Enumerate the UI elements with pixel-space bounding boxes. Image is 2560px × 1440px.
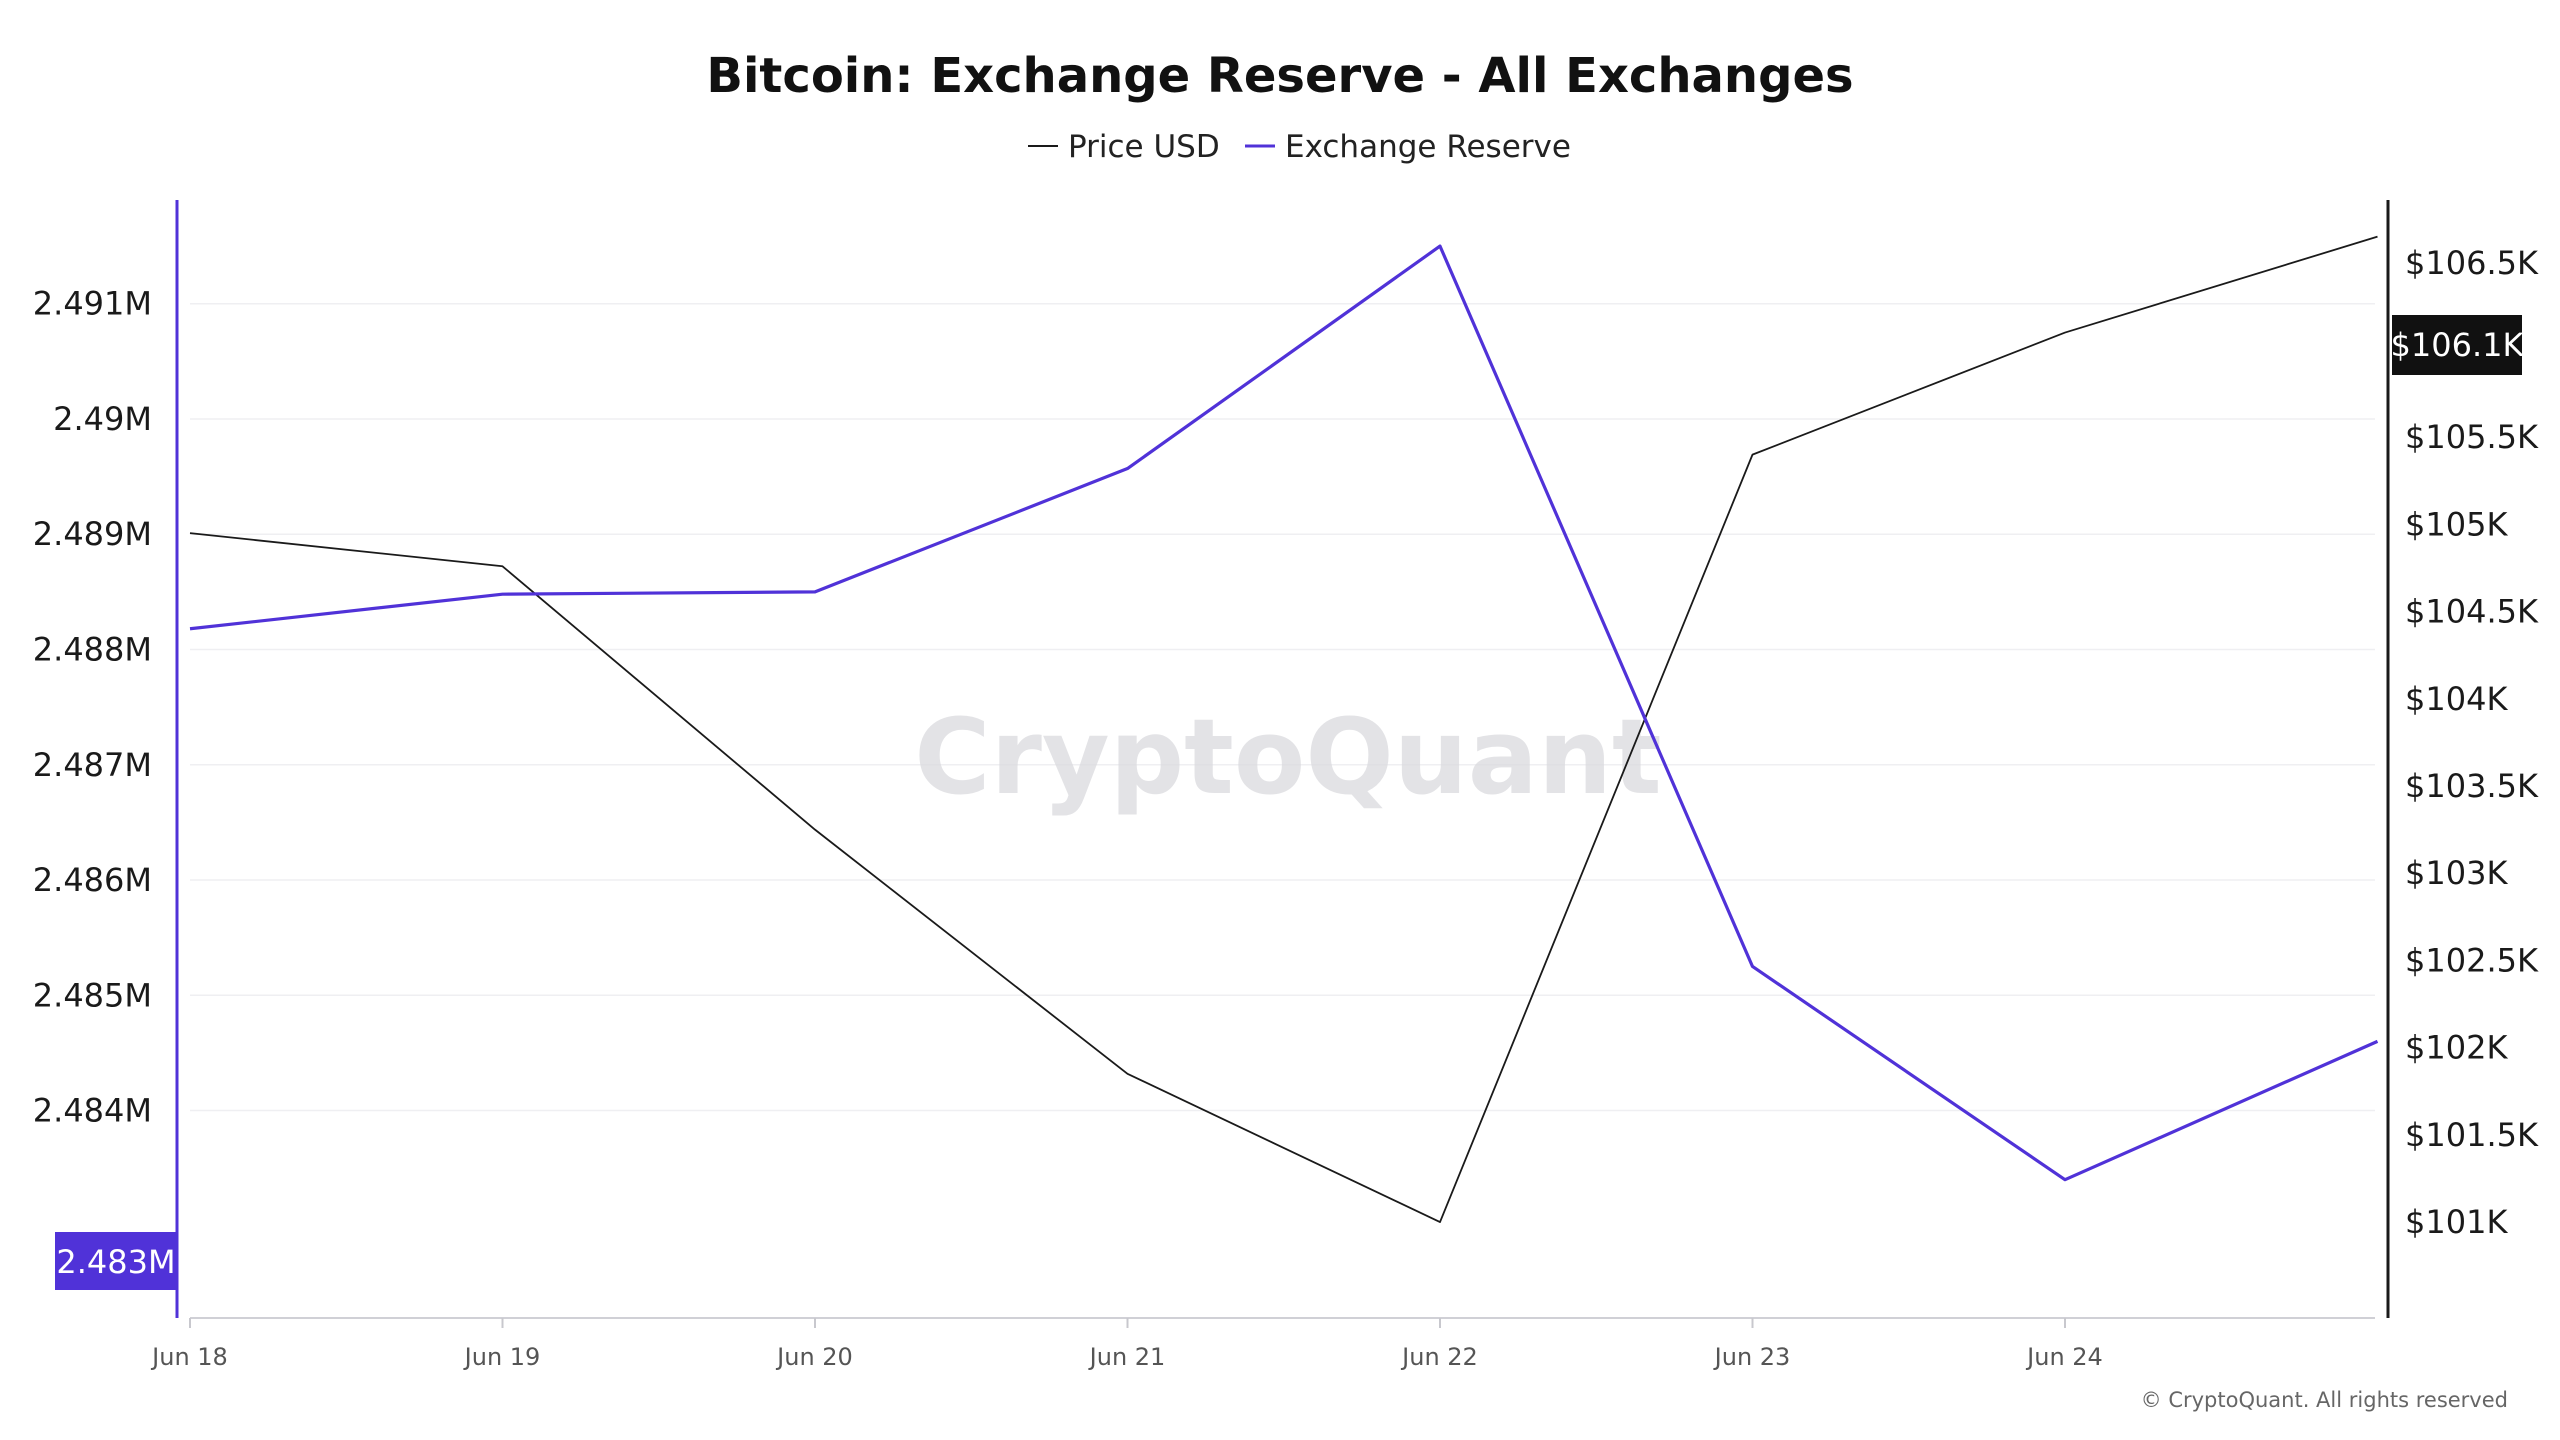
x-axis-tick-label: Jun 18 (150, 1343, 228, 1371)
series-line-price-usd (189, 235, 2378, 1223)
left-axis-tick-label: 2.488M (33, 631, 152, 669)
x-axis-tick-label: Jun 22 (1400, 1343, 1478, 1371)
current-price-badge-bg (2392, 315, 2522, 375)
copyright-notice: © CryptoQuant. All rights reserved (2141, 1388, 2508, 1412)
x-axis-tick-label: Jun 20 (775, 1343, 853, 1371)
legend-label-price: Price USD (1068, 129, 1220, 165)
legend-label-reserve: Exchange Reserve (1285, 129, 1571, 165)
right-axis-tick-label: $102K (2405, 1029, 2508, 1067)
axes (175, 200, 2390, 1328)
right-axis-tick-label: $103.5K (2405, 767, 2539, 805)
series-lines (189, 235, 2379, 1223)
series-line-exchange-reserve (189, 244, 2379, 1182)
current-reserve-badge-bg (55, 1232, 177, 1290)
current-reserve-value: 2.483M (56, 1243, 175, 1281)
right-axis-tick-label: $105K (2405, 505, 2508, 543)
legend-item-price-usd[interactable]: Price USD (1028, 129, 1220, 165)
legend: Price USD Exchange Reserve (1028, 129, 1571, 165)
right-axis-tick-label: $101K (2405, 1203, 2508, 1241)
left-axis-tick-label: 2.486M (33, 861, 152, 899)
right-axis-tick-label: $103K (2405, 854, 2508, 892)
right-axis-tick-label: $104.5K (2405, 593, 2539, 631)
left-axis-tick-label: 2.484M (33, 1092, 152, 1130)
x-axis-tick-label: Jun 19 (463, 1343, 541, 1371)
right-axis-tick-label: $104K (2405, 680, 2508, 718)
left-axis-tick-label: 2.485M (33, 976, 152, 1014)
current-price-badge: $106.1K (2391, 315, 2525, 375)
right-axis-tick-label: $106.5K (2405, 244, 2539, 282)
x-axis-tick-label: Jun 23 (1713, 1343, 1791, 1371)
current-price-value: $106.1K (2391, 326, 2525, 364)
right-axis-tick-label: $105.5K (2405, 418, 2539, 456)
watermark: CryptoQuant (914, 696, 1661, 818)
x-axis-tick-label: Jun 24 (2025, 1343, 2103, 1371)
left-axis-tick-label: 2.489M (33, 515, 152, 553)
grid-lines (190, 302, 2375, 1112)
legend-item-exchange-reserve[interactable]: Exchange Reserve (1245, 129, 1571, 165)
current-reserve-badge: 2.483M (55, 1232, 177, 1290)
left-axis-tick-label: 2.49M (53, 400, 152, 438)
left-axis-tick-label: 2.487M (33, 746, 152, 784)
x-axis-tick-label: Jun 21 (1088, 1343, 1166, 1371)
axis-labels: 2.484M 2.485M 2.486M 2.487M 2.488M 2.489M 2.49… (33, 244, 2539, 1371)
chart-title: Bitcoin: Exchange Reserve - All Exchange… (706, 48, 1853, 104)
right-axis-tick-label: $102.5K (2405, 941, 2539, 979)
left-axis-tick-label: 2.491M (33, 285, 152, 323)
right-axis-tick-label: $101.5K (2405, 1116, 2539, 1154)
